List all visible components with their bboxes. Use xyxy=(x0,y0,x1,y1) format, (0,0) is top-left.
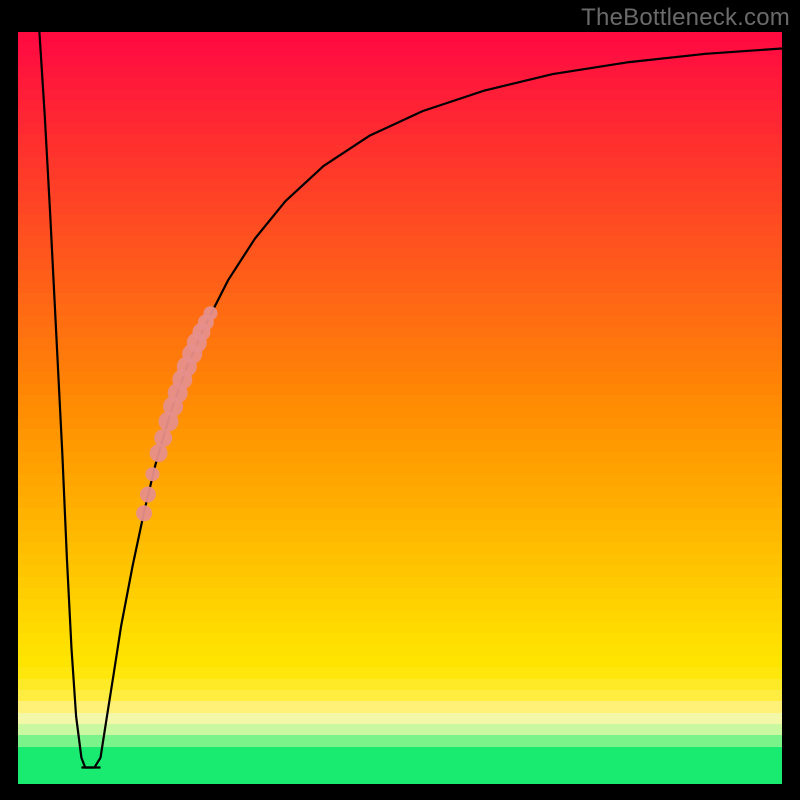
plot-area xyxy=(18,32,782,784)
curve-marker xyxy=(140,487,156,503)
curve-marker xyxy=(146,467,160,481)
curve-overlay xyxy=(18,32,782,784)
watermark-text: TheBottleneck.com xyxy=(581,4,790,32)
curve-marker xyxy=(136,505,152,521)
curve-marker xyxy=(154,429,172,447)
curve-line xyxy=(39,32,782,768)
chart-canvas: TheBottleneck.com xyxy=(0,0,800,800)
curve-marker xyxy=(204,306,218,320)
